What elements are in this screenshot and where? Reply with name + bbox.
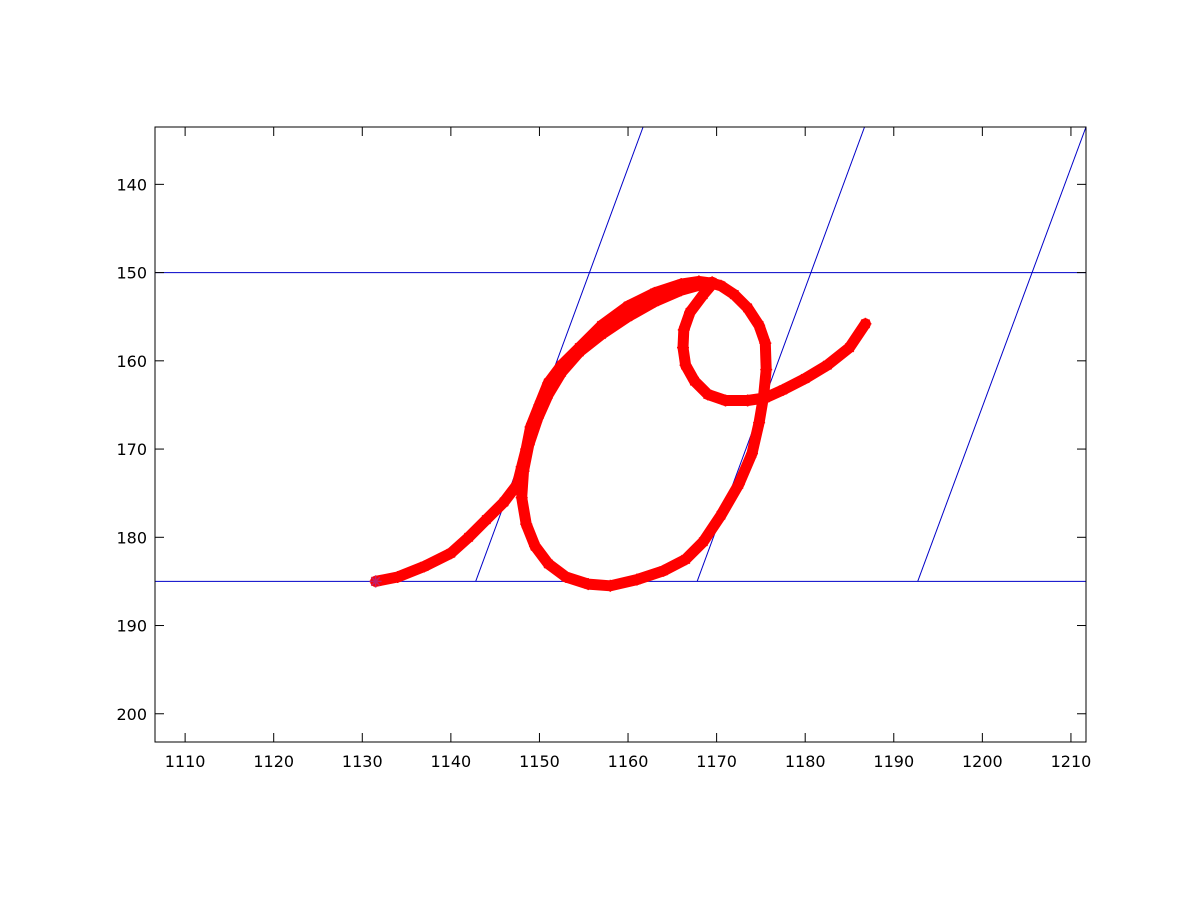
- stroke-point: [542, 557, 555, 570]
- stroke-point: [677, 323, 690, 336]
- stroke-point: [753, 319, 766, 332]
- stroke-point: [418, 560, 431, 573]
- y-tick-label: 150: [116, 264, 147, 283]
- stroke-start-point: [369, 575, 382, 588]
- stroke-point: [728, 288, 741, 301]
- stroke-point: [657, 564, 670, 577]
- stroke-point: [520, 518, 533, 531]
- stroke-point: [630, 573, 643, 586]
- stroke-point: [511, 478, 524, 491]
- stroke-point: [741, 394, 754, 407]
- y-tick-label: 190: [116, 617, 147, 636]
- stroke-point: [498, 496, 510, 508]
- stroke-point: [622, 300, 634, 313]
- stroke-point: [522, 438, 535, 451]
- stroke-point: [719, 394, 732, 407]
- stroke-point: [604, 579, 617, 592]
- stroke-point: [715, 509, 727, 522]
- stroke-point: [531, 412, 544, 425]
- stroke-point: [821, 359, 834, 372]
- stroke-point: [524, 421, 537, 433]
- x-tick-label: 1150: [519, 752, 560, 771]
- stroke-point: [517, 465, 530, 478]
- x-tick-label: 1110: [165, 752, 206, 771]
- stroke-point: [679, 553, 692, 566]
- stroke-point: [648, 295, 661, 308]
- x-tick-label: 1170: [696, 752, 737, 771]
- axes: 1110 1120 1130 1140 1150 1160 1170 1180 1190 1200…: [116, 126, 1092, 771]
- y-tick-label: 180: [116, 528, 147, 547]
- stroke-point: [648, 286, 661, 299]
- axes-box: [154, 126, 1087, 743]
- stroke-point: [520, 443, 533, 456]
- x-tick-label: 1180: [785, 752, 826, 771]
- x-tick-label: 1140: [431, 752, 472, 771]
- stroke-point: [746, 447, 758, 460]
- stroke-point: [675, 284, 688, 297]
- stroke-point: [688, 375, 701, 388]
- stroke-point: [542, 388, 555, 401]
- stroke-point: [480, 513, 493, 526]
- handwriting-stroke: [369, 275, 872, 592]
- stroke-point: [677, 341, 689, 354]
- stroke-point: [595, 328, 608, 341]
- stroke-point: [679, 359, 692, 372]
- x-tick-label: 1160: [608, 752, 649, 771]
- stroke-point: [529, 540, 541, 553]
- x-tick-label: 1210: [1051, 752, 1092, 771]
- stroke-point: [560, 571, 572, 583]
- stroke-point: [799, 372, 812, 385]
- stroke-point: [697, 288, 710, 301]
- stroke-point: [706, 278, 719, 291]
- stroke-point: [684, 306, 696, 319]
- stroke-point: [555, 366, 568, 379]
- stroke-point: [533, 398, 546, 411]
- plot-background: [155, 127, 1086, 742]
- y-tick-label: 140: [116, 175, 147, 194]
- stroke-point: [444, 547, 457, 560]
- x-tick-label: 1190: [873, 752, 914, 771]
- stroke-point: [732, 478, 745, 491]
- stroke-point: [701, 388, 714, 401]
- stroke-point: [542, 376, 555, 389]
- stroke-point: [760, 363, 773, 376]
- y-tick-label: 160: [116, 352, 147, 371]
- stroke-point: [391, 571, 404, 583]
- stroke-point: [622, 310, 634, 323]
- stroke-point: [859, 317, 872, 330]
- y-tick-label: 170: [116, 440, 147, 459]
- stroke-point: [697, 535, 710, 548]
- stroke-point: [515, 491, 528, 504]
- stroke-point: [595, 319, 608, 332]
- stroke-point: [582, 578, 595, 591]
- stroke-point: [843, 341, 856, 354]
- stroke-point: [759, 337, 772, 350]
- plot-area: [155, 127, 1086, 742]
- slanted-guide-line: [917, 126, 1087, 582]
- stroke-point: [462, 531, 475, 544]
- stroke-point: [753, 416, 766, 429]
- stroke-point: [777, 383, 789, 396]
- stroke-point: [759, 391, 772, 404]
- y-tick-label: 200: [116, 705, 147, 724]
- stroke-point: [741, 301, 754, 314]
- x-tick-label: 1120: [253, 752, 294, 771]
- stroke-point: [573, 346, 586, 358]
- x-tick-label: 1130: [342, 752, 383, 771]
- x-tick-label: 1200: [962, 752, 1003, 771]
